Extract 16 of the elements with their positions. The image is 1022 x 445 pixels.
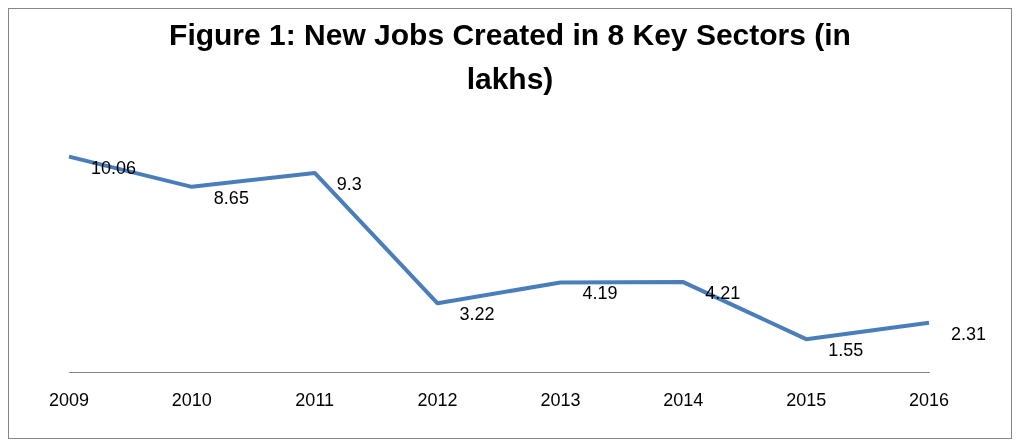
x-tick-label: 2010	[171, 390, 212, 411]
x-tick-label: 2011	[295, 390, 335, 411]
data-label: 3.22	[459, 304, 495, 325]
data-label: 4.19	[582, 283, 618, 304]
data-label: 9.3	[336, 173, 362, 194]
x-tick-label: 2013	[540, 390, 581, 411]
x-tick-label: 2012	[417, 390, 458, 411]
x-tick-label: 2009	[48, 390, 90, 411]
x-tick-label: 2016	[908, 390, 950, 411]
data-label: 2.31	[951, 323, 987, 344]
data-label: 1.55	[828, 340, 864, 361]
data-label: 4.21	[705, 283, 741, 304]
chart-title: Figure 1: New Jobs Created in 8 Key Sectors (in lakhs)	[168, 17, 852, 97]
x-tick-label: 2014	[663, 390, 704, 411]
data-label: 8.65	[213, 187, 249, 208]
x-tick-label: 2015	[786, 390, 827, 411]
